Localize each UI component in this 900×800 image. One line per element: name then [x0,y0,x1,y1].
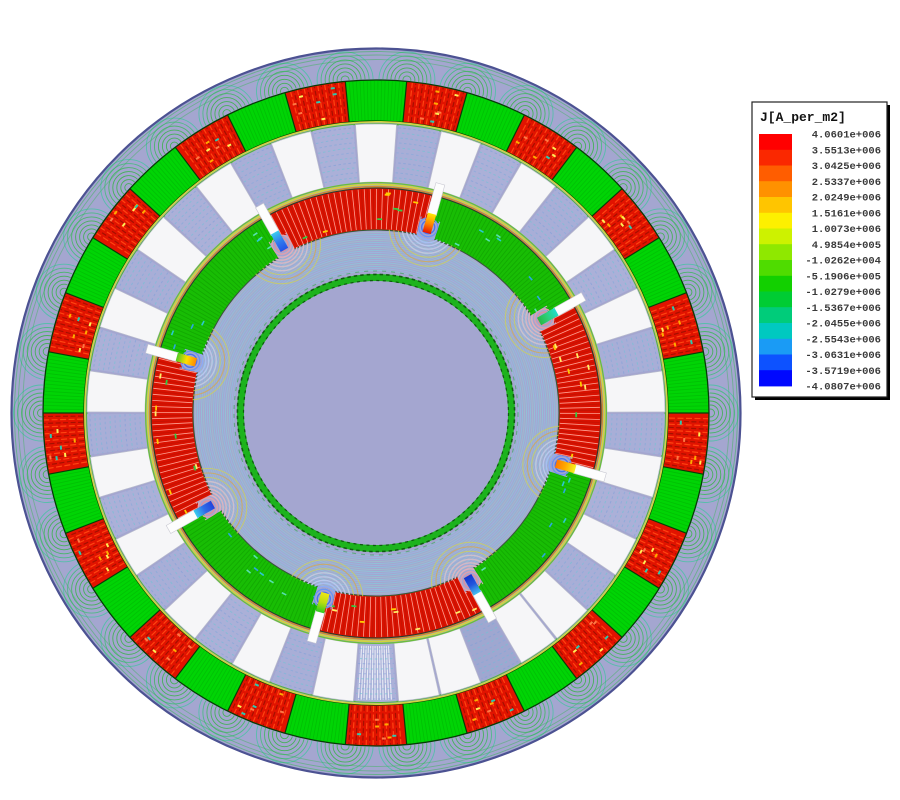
svg-text:-1.5367e+006: -1.5367e+006 [805,303,881,315]
svg-text:-1.0279e+006: -1.0279e+006 [805,287,881,299]
svg-text:2.0249e+006: 2.0249e+006 [812,193,881,205]
svg-text:J[A_per_m2]: J[A_per_m2] [760,110,846,125]
svg-text:-3.5719e+006: -3.5719e+006 [805,366,881,378]
svg-text:4.0601e+006: 4.0601e+006 [812,130,881,142]
svg-text:-1.0262e+004: -1.0262e+004 [805,256,881,268]
svg-text:-2.5543e+006: -2.5543e+006 [805,334,881,346]
svg-text:-4.0807e+006: -4.0807e+006 [805,382,881,394]
svg-text:-3.0631e+006: -3.0631e+006 [805,350,881,362]
svg-text:2.5337e+006: 2.5337e+006 [812,177,881,189]
svg-text:-2.0455e+006: -2.0455e+006 [805,319,881,331]
svg-text:-5.1906e+005: -5.1906e+005 [805,271,881,283]
svg-text:3.0425e+006: 3.0425e+006 [812,161,881,173]
svg-text:3.5513e+006: 3.5513e+006 [812,145,881,157]
svg-text:4.9854e+005: 4.9854e+005 [812,240,881,252]
svg-text:1.0073e+006: 1.0073e+006 [812,224,881,236]
svg-text:1.5161e+006: 1.5161e+006 [812,208,881,220]
